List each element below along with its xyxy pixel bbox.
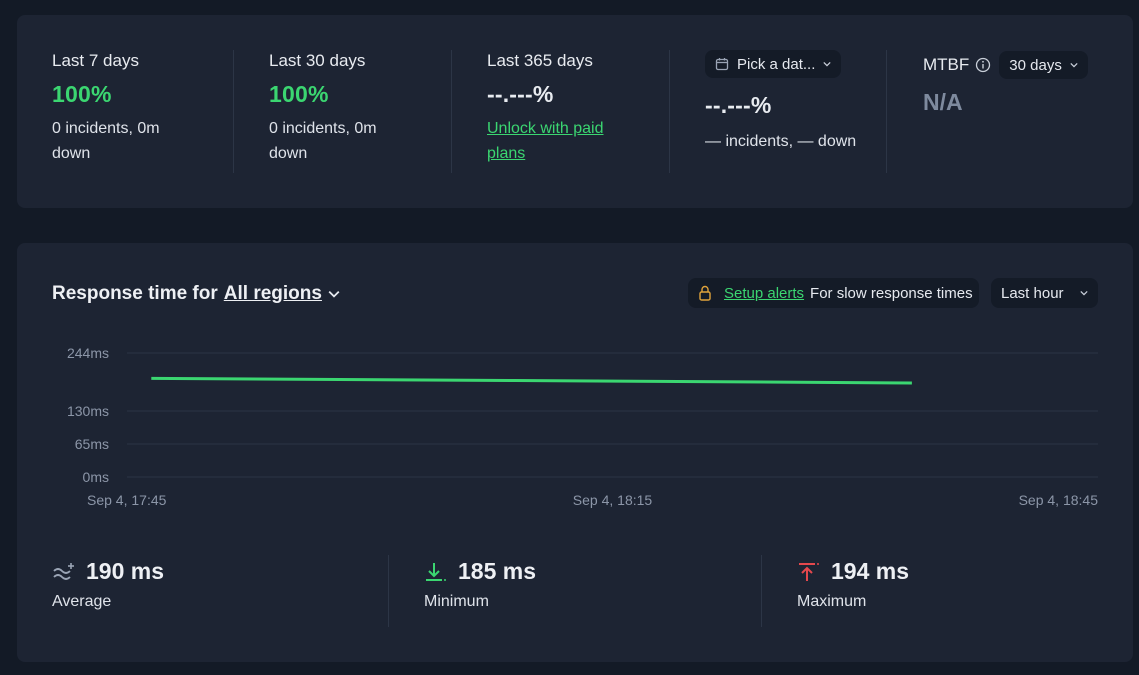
stat-custom-range: Pick a dat... --.---% — incidents, — dow… [705, 50, 857, 154]
date-picker-button[interactable]: Pick a dat... [705, 50, 842, 78]
divider [233, 50, 234, 173]
y-tick-label: 0ms [83, 469, 109, 485]
divider [451, 50, 452, 173]
mtbf-period-label: 30 days [1009, 56, 1062, 74]
time-period-select[interactable]: Last hour [991, 278, 1098, 308]
stat-last-365-days: Last 365 days --.---% Unlock with paid p… [487, 51, 604, 166]
uptime-percentage: 100% [269, 81, 329, 107]
minimum-value: 185 ms [458, 558, 537, 584]
title-prefix: Response time for [52, 283, 218, 304]
x-tick-label: Sep 4, 18:45 [1019, 492, 1099, 508]
mtbf-label: MTBF [923, 55, 970, 74]
arrow-up-to-line-icon [799, 562, 819, 581]
stat-label: Last 365 days [487, 51, 593, 70]
uptime-percentage: --.---% [487, 81, 554, 107]
setup-alerts-link[interactable]: Setup alerts [724, 284, 805, 302]
calendar-icon [715, 58, 729, 71]
divider [388, 555, 389, 627]
incidents-summary: — incidents, — down [705, 133, 857, 150]
x-tick-label: Sep 4, 17:45 [87, 492, 167, 508]
stat-label: Last 7 days [52, 51, 139, 70]
alerts-description: For slow response times [810, 284, 973, 302]
stat-last-30-days: Last 30 days 100% 0 incidents, 0m down [269, 51, 377, 166]
regions-dropdown[interactable]: All regions [223, 283, 322, 304]
link-line: plans [487, 145, 526, 162]
incidents-line: 0 incidents, 0m [52, 120, 160, 137]
incidents-summary: 0 incidents, 0m down [269, 116, 377, 166]
metric-maximum: 194 ms Maximum [797, 558, 909, 611]
stat-label: Last 30 days [269, 51, 366, 70]
uptime-percentage: 100% [52, 81, 112, 107]
response-time-chart: 244ms 130ms 65ms 0ms Sep 4, 17:45 Sep 4, 18:1… [67, 345, 1099, 508]
y-tick-label: 65ms [75, 436, 109, 452]
alerts-banner: Setup alerts For slow response times [688, 278, 979, 308]
average-label: Average [52, 593, 112, 610]
average-value: 190 ms [86, 558, 165, 584]
response-time-series-line[interactable] [151, 376, 912, 385]
divider [886, 50, 887, 173]
time-period-label: Last hour [1001, 284, 1064, 302]
downtime-line: down [52, 145, 91, 162]
downtime-line: down [269, 145, 308, 162]
y-tick-label: 244ms [67, 345, 109, 361]
x-tick-label: Sep 4, 18:15 [573, 492, 653, 508]
uptime-stats-card: Last 7 days 100% 0 incidents, 0m down La… [17, 15, 1133, 208]
chevron-down-icon [823, 61, 831, 67]
response-time-card: Response time for All regions Setup aler… [17, 243, 1133, 662]
average-icon [53, 562, 74, 580]
uptime-percentage: --.---% [705, 92, 772, 118]
mtbf-value: N/A [923, 89, 963, 115]
date-picker-label: Pick a dat... [737, 55, 816, 73]
incidents-summary: 0 incidents, 0m down [52, 116, 160, 166]
link-line: Unlock with paid [487, 120, 604, 137]
stat-mtbf: MTBF 30 days N/A [923, 51, 1088, 116]
y-tick-label: 130ms [67, 403, 109, 419]
chevron-down-icon [1080, 290, 1088, 296]
divider [669, 50, 670, 173]
metric-average: 190 ms Average [52, 558, 164, 611]
maximum-value: 194 ms [831, 558, 910, 584]
response-time-title: Response time for All regions [52, 283, 340, 305]
minimum-label: Minimum [424, 593, 489, 610]
metric-minimum: 185 ms Minimum [424, 558, 536, 611]
info-icon[interactable] [975, 57, 991, 73]
stat-last-7-days: Last 7 days 100% 0 incidents, 0m down [52, 51, 160, 166]
mtbf-period-select[interactable]: 30 days [999, 51, 1088, 79]
maximum-label: Maximum [797, 593, 867, 610]
arrow-down-to-line-icon [426, 562, 446, 581]
mtbf-header: MTBF 30 days [923, 51, 1088, 79]
divider [761, 555, 762, 627]
lock-icon [699, 285, 711, 301]
unlock-paid-plans-link[interactable]: Unlock with paid plans [487, 116, 604, 166]
chevron-down-icon [1070, 62, 1078, 68]
chevron-down-icon[interactable] [328, 288, 340, 300]
incidents-line: 0 incidents, 0m [269, 120, 377, 137]
